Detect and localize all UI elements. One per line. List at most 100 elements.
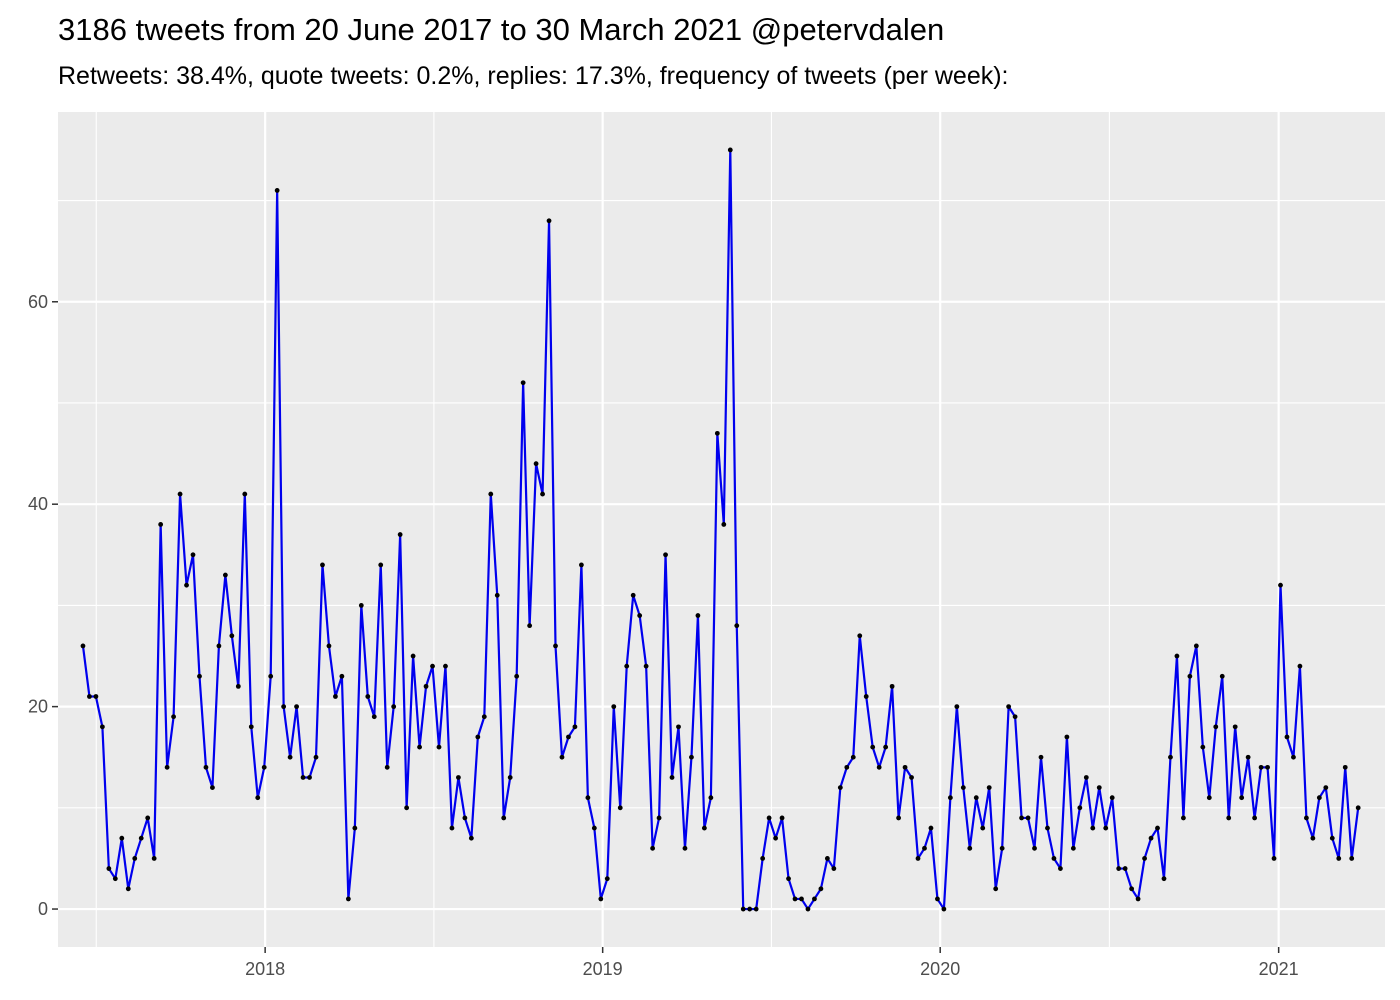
- data-point: [1174, 653, 1180, 659]
- data-point: [714, 430, 720, 436]
- data-point: [676, 724, 681, 730]
- data-point: [456, 775, 461, 780]
- data-point: [339, 673, 345, 679]
- data-point: [1168, 754, 1173, 760]
- data-point: [643, 663, 649, 669]
- data-point: [824, 856, 830, 861]
- data-point: [1193, 643, 1199, 649]
- data-point: [527, 623, 533, 629]
- data-point: [1329, 835, 1335, 841]
- data-point: [960, 785, 966, 790]
- data-point: [358, 603, 364, 608]
- data-point: [708, 795, 714, 801]
- data-point: [281, 704, 287, 710]
- data-point: [423, 683, 429, 689]
- data-point: [1083, 775, 1089, 780]
- data-point: [980, 825, 986, 831]
- data-point: [630, 592, 636, 598]
- data-point: [443, 663, 448, 669]
- data-point: [1355, 805, 1361, 811]
- data-point: [197, 673, 202, 679]
- y-tick-label: 60: [28, 292, 48, 312]
- data-point: [579, 562, 584, 568]
- data-point: [533, 461, 539, 467]
- data-point: [1258, 764, 1264, 770]
- data-point: [274, 188, 280, 193]
- data-point: [1206, 795, 1212, 801]
- data-point: [87, 694, 92, 699]
- data-points: [80, 147, 1361, 912]
- data-point: [80, 643, 86, 649]
- data-point: [488, 491, 494, 497]
- x-tick-label: 2020: [920, 959, 960, 979]
- data-point: [112, 876, 118, 882]
- data-point: [727, 147, 733, 153]
- data-point: [779, 815, 785, 821]
- data-point: [1019, 815, 1024, 821]
- series-line: [81, 148, 1360, 911]
- data-point: [248, 724, 254, 730]
- data-point: [242, 491, 248, 497]
- data-point: [125, 886, 131, 892]
- data-point: [1142, 856, 1147, 861]
- data-point: [1103, 825, 1109, 831]
- data-point: [475, 734, 481, 740]
- data-point: [604, 876, 610, 882]
- data-point: [1349, 856, 1355, 861]
- data-point: [786, 876, 791, 882]
- data-point: [611, 704, 617, 710]
- data-point: [650, 845, 656, 851]
- data-point: [1291, 754, 1296, 760]
- data-point: [1025, 815, 1031, 821]
- data-point: [1006, 704, 1012, 710]
- data-point: [598, 896, 604, 902]
- data-point: [190, 552, 196, 558]
- data-point: [1304, 815, 1309, 821]
- data-point: [993, 886, 999, 892]
- x-tick-label: 2021: [1259, 959, 1299, 979]
- data-point: [320, 562, 325, 568]
- data-point: [1252, 815, 1258, 821]
- data-point: [352, 825, 358, 831]
- data-point: [1336, 856, 1342, 861]
- data-point: [915, 856, 921, 861]
- data-point: [663, 552, 668, 558]
- data-point: [1064, 734, 1070, 740]
- data-point: [1077, 805, 1083, 811]
- data-point: [760, 856, 766, 861]
- data-point: [268, 673, 274, 679]
- data-point: [417, 744, 422, 750]
- y-tick-label: 0: [38, 899, 48, 919]
- data-point: [928, 825, 934, 831]
- data-point: [740, 906, 746, 912]
- data-point: [559, 754, 565, 760]
- data-point: [682, 845, 688, 851]
- data-point: [158, 522, 164, 527]
- data-point: [831, 866, 837, 871]
- data-point: [203, 764, 209, 770]
- data-point: [507, 775, 513, 780]
- data-point: [617, 805, 623, 811]
- data-point: [1181, 815, 1186, 821]
- data-point: [229, 633, 235, 639]
- data-point: [986, 785, 992, 790]
- data-point: [973, 795, 979, 801]
- data-point: [177, 491, 183, 497]
- chart-subtitle: Retweets: 38.4%, quote tweets: 0.2%, rep…: [58, 62, 1009, 90]
- data-point: [876, 764, 882, 770]
- data-point: [1226, 815, 1232, 821]
- data-point: [151, 856, 157, 861]
- data-point: [462, 815, 468, 821]
- data-point: [397, 532, 403, 537]
- data-point: [1284, 734, 1290, 740]
- data-point: [1116, 866, 1122, 871]
- data-point: [1122, 866, 1128, 871]
- data-point: [216, 643, 222, 649]
- data-point: [734, 623, 740, 629]
- data-point: [501, 815, 507, 821]
- data-point: [1219, 673, 1225, 679]
- data-point: [1316, 795, 1322, 801]
- data-point: [792, 896, 798, 902]
- data-point: [566, 734, 571, 740]
- data-point: [145, 815, 151, 821]
